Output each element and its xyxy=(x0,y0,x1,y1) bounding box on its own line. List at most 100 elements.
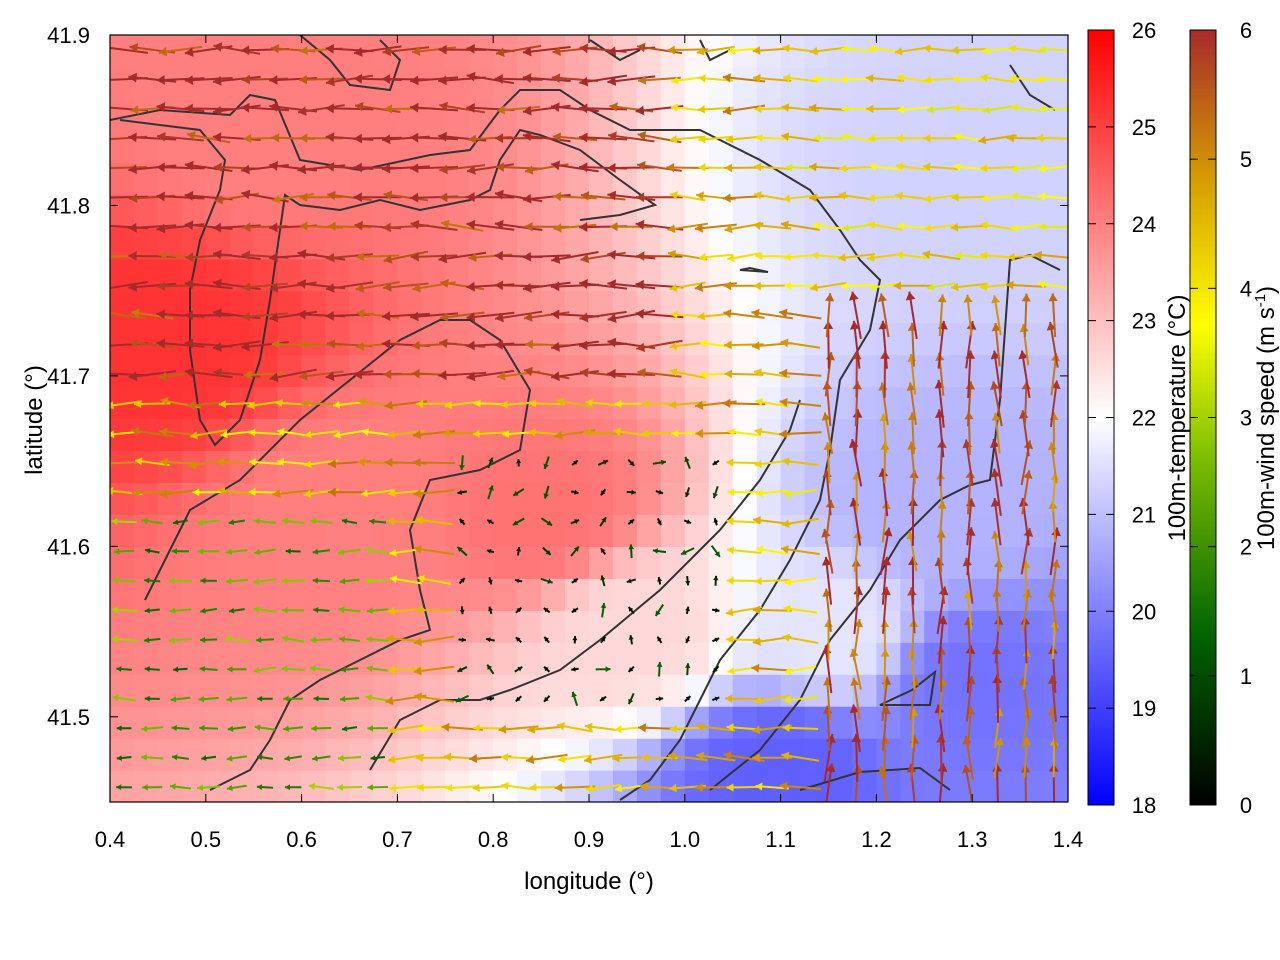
temperature-cell xyxy=(756,738,782,771)
colorbar-tick-label: 21 xyxy=(1132,502,1156,527)
temperature-colorbar-ticks: 18 19 20 21 22 23 24 25 26 xyxy=(1088,18,1156,818)
wind-vector xyxy=(522,131,571,143)
temperature-cell xyxy=(397,610,422,643)
temperature-cell xyxy=(301,706,327,739)
wind-vector xyxy=(466,369,515,382)
temperature-cell xyxy=(253,738,279,771)
wind-vector xyxy=(466,219,515,231)
wind-vector xyxy=(522,46,571,57)
wind-vector xyxy=(370,755,385,761)
y-tick-label: 41.7 xyxy=(47,364,90,389)
wind-vector xyxy=(495,162,542,172)
wind-vector xyxy=(865,73,904,83)
temperature-cell xyxy=(229,482,255,515)
temperature-cell xyxy=(373,578,398,611)
temperature-cell xyxy=(660,642,686,675)
temperature-cell xyxy=(924,386,949,420)
temperature-cell xyxy=(493,450,518,484)
temperature-cell xyxy=(253,706,279,739)
temperature-cell xyxy=(948,98,973,132)
temperature-cell xyxy=(133,130,159,164)
wind-vector xyxy=(543,456,550,470)
wind-vector xyxy=(571,577,579,584)
wind-vector xyxy=(727,252,761,263)
wind-vector xyxy=(413,544,455,556)
wind-vector xyxy=(755,398,789,408)
wind-vector xyxy=(197,518,221,526)
wind-vector xyxy=(383,282,429,292)
temperature-cell xyxy=(924,738,949,771)
wind-vector xyxy=(353,45,402,57)
wind-vector xyxy=(879,527,893,576)
wind-vector xyxy=(199,724,219,732)
temperature-cell xyxy=(277,354,303,388)
temperature-cell xyxy=(852,98,877,132)
temperature-cell xyxy=(277,66,303,100)
wind-vector xyxy=(495,44,542,57)
x-tick-label: 1.2 xyxy=(861,827,892,852)
wind-vector xyxy=(184,310,233,321)
wind-vector xyxy=(199,636,218,643)
temperature-cell xyxy=(253,35,279,68)
wind-vector xyxy=(313,607,330,614)
wind-vector xyxy=(951,193,988,202)
wind-vector xyxy=(1038,164,1068,173)
wind-vector xyxy=(895,162,931,171)
temperature-cell xyxy=(277,322,303,356)
wind-vector xyxy=(1036,133,1068,143)
wind-vector xyxy=(550,102,599,113)
wind-vector xyxy=(694,223,737,233)
temperature-cell xyxy=(157,610,183,643)
temperature-cell xyxy=(110,322,135,356)
temperature-cell xyxy=(493,674,518,707)
wind-vector xyxy=(726,635,762,644)
wind-vector xyxy=(525,753,568,765)
wind-vector xyxy=(1034,250,1068,260)
temperature-cell xyxy=(1044,226,1068,260)
temperature-cell xyxy=(301,450,327,484)
wind-vector xyxy=(609,222,653,232)
temperature-cell xyxy=(325,706,351,739)
wind-vector xyxy=(466,192,515,203)
temperature-cell xyxy=(541,98,566,132)
temperature-cell xyxy=(996,194,1021,228)
wind-vector xyxy=(613,427,650,437)
wind-vector xyxy=(963,294,973,336)
temperature-cell xyxy=(660,450,686,484)
temperature-cell xyxy=(636,450,662,484)
wind-label-close: ) xyxy=(1253,286,1280,294)
wind-vector xyxy=(1005,280,1046,290)
wind-vector xyxy=(866,104,904,114)
wind-vector xyxy=(655,696,664,702)
wind-vector xyxy=(849,704,861,753)
temperature-cell xyxy=(780,98,806,132)
wind-vector xyxy=(685,635,691,644)
temperature-cell xyxy=(732,66,758,100)
wind-vector xyxy=(924,75,959,84)
temperature-cell xyxy=(325,226,351,260)
wind-vector xyxy=(220,430,254,439)
wind-vector xyxy=(459,606,465,615)
temperature-cell xyxy=(589,66,614,100)
temperature-cell xyxy=(229,322,255,356)
temperature-cell xyxy=(205,674,231,707)
wind-vector xyxy=(412,457,456,468)
wind-vector xyxy=(494,280,543,291)
wind-vector xyxy=(216,457,257,467)
temperature-cell xyxy=(445,290,470,324)
temperature-cell xyxy=(349,322,375,356)
temperature-cell xyxy=(277,290,303,324)
temperature-cell xyxy=(277,610,303,643)
temperature-cell xyxy=(612,322,638,356)
temperature-cell xyxy=(565,738,590,771)
wind-vector xyxy=(991,295,1002,336)
wind-vector xyxy=(990,498,1002,546)
temperature-cell xyxy=(636,706,662,739)
temperature-cell xyxy=(876,194,901,228)
temperature-cell xyxy=(684,354,710,388)
colorbar-tick-label: 24 xyxy=(1132,212,1156,237)
wind-vector xyxy=(311,725,332,732)
temperature-cell xyxy=(445,354,470,388)
temperature-cell xyxy=(708,450,734,484)
wind-vector xyxy=(1011,103,1041,112)
